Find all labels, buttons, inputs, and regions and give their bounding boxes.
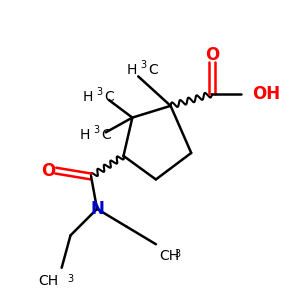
Text: H: H	[126, 63, 137, 77]
Text: C: C	[104, 90, 114, 104]
Text: 3: 3	[141, 60, 147, 70]
Text: H: H	[82, 90, 93, 104]
Text: 3: 3	[96, 87, 103, 97]
Text: H: H	[79, 128, 90, 142]
Text: C: C	[148, 63, 158, 77]
Text: CH: CH	[159, 249, 179, 262]
Text: 3: 3	[174, 249, 180, 259]
Text: N: N	[90, 200, 104, 218]
Text: CH: CH	[38, 274, 58, 288]
Text: O: O	[41, 162, 56, 180]
Text: 3: 3	[67, 274, 73, 284]
Text: 3: 3	[94, 125, 100, 135]
Text: OH: OH	[253, 85, 280, 103]
Text: O: O	[205, 46, 219, 64]
Text: C: C	[101, 128, 111, 142]
